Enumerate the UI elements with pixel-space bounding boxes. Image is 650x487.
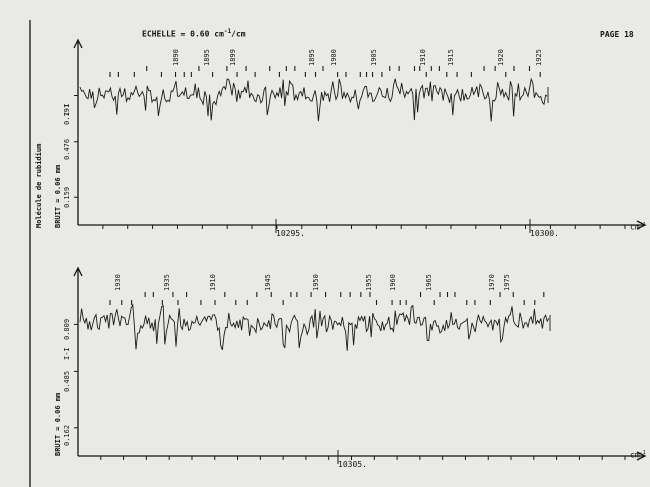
x-axis-arrow-1 — [636, 220, 647, 230]
page-number: PAGE 18 — [600, 30, 634, 39]
spectrum-trace-2 — [79, 303, 550, 351]
x-tick-label-2-0: 10305. — [338, 460, 367, 469]
x-axis-arrow-2 — [636, 451, 647, 461]
spectrum-trace-1 — [79, 77, 548, 122]
x-tick-label-1-0: 10295. — [276, 229, 305, 238]
y-axis-arrow-2 — [73, 266, 83, 277]
x-tick-label-1-1: 10300. — [530, 229, 559, 238]
scale-label: ECHELLE = 0.60 cm-1/cm — [142, 28, 246, 39]
x-unit-label-2: cm-1 — [630, 450, 646, 460]
y-axis-arrow-1 — [73, 38, 83, 49]
